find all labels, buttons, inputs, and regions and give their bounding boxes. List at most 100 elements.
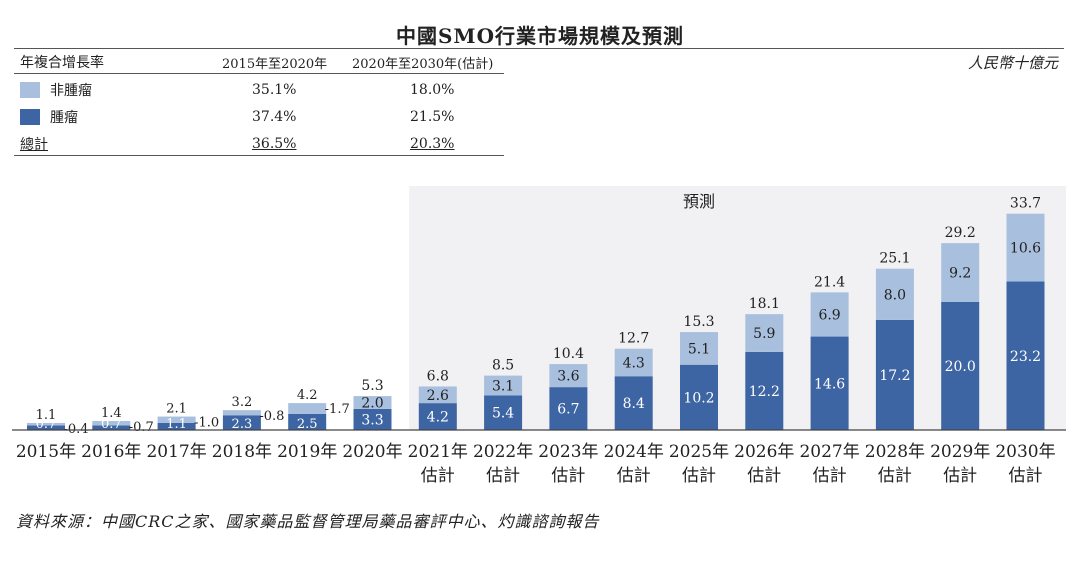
bar-tumor [288,414,327,430]
cagr-row-label-total: 總計 [20,137,48,153]
value-label-total: 3.2 [232,395,253,410]
value-label-total: 6.8 [427,368,449,384]
value-label-non-tumor: 6.9 [818,307,840,323]
cagr-value: 21.5% [410,109,455,125]
bar-tumor [418,403,457,430]
value-label-total: 4.2 [297,388,318,403]
value-label-total: 25.1 [879,251,910,267]
table-rule-top [14,48,1064,49]
value-label-non-tumor: 10.6 [1010,241,1041,257]
value-label-total: 15.3 [683,314,714,330]
value-label-total: 21.4 [814,274,845,290]
bar-non-tumor [157,416,196,423]
value-label-tumor: 23.2 [1010,349,1041,365]
forecast-label: 預測 [683,192,715,211]
bar-non-tumor [27,422,65,426]
bar-non-tumor [92,421,131,426]
x-tick-sublabel: 估計 [1009,466,1043,486]
unit-label: 人民幣十億元 [967,54,1058,72]
value-label-non-tumor: 5.1 [688,341,710,357]
bar-tumor [484,395,523,430]
cagr-value: 35.1% [252,82,297,98]
bar-non-tumor [1006,213,1045,282]
value-label-non-tumor: -0.8 [259,409,284,424]
value-label-non-tumor: 2.0 [361,395,383,411]
value-label-tumor: 12.2 [749,384,780,400]
bar-tumor [810,336,849,430]
value-label-total: 2.1 [166,402,187,417]
x-tick-label: 2016年 [81,442,141,462]
cagr-value: 37.4% [252,109,297,125]
bar-non-tumor [875,268,914,320]
cagr-value: 20.3% [410,136,455,152]
x-tick-sublabel: 估計 [486,466,520,486]
value-label-total: 33.7 [1010,196,1041,212]
value-label-non-tumor: -1.0 [194,416,219,431]
value-label-tumor: 1.1 [166,417,187,432]
value-label-tumor: 20.0 [945,359,976,375]
x-tick-label: 2026年 [734,442,794,462]
x-tick-sublabel: 估計 [943,466,977,486]
value-label-non-tumor: 3.1 [492,379,514,395]
x-tick-label: 2025年 [669,442,729,462]
x-tick-label: 2017年 [146,442,206,462]
bar-non-tumor [288,403,327,414]
x-tick-label: 2019年 [277,442,337,462]
value-label-total: 5.3 [361,378,383,394]
cagr-header-label: 年複合增長率 [20,55,104,71]
value-label-tumor: 0.7 [36,417,57,432]
x-tick-label: 2018年 [212,442,272,462]
legend-swatch-non-tumor [20,82,40,98]
bar-non-tumor [418,386,457,404]
table-rule-header [14,73,504,74]
legend-swatch-tumor [20,109,40,125]
value-label-tumor: 3.3 [361,412,383,428]
value-label-non-tumor: 5.9 [753,326,775,342]
cagr-header-period1: 2015年至2020年 [222,57,328,72]
bar-tumor [353,408,392,430]
value-label-tumor: 8.4 [623,396,645,412]
x-tick-sublabel: 估計 [421,466,455,486]
x-tick-sublabel: 估計 [878,466,912,486]
bar-tumor [875,319,914,430]
bar-tumor [92,425,131,430]
table-rule-bottom [14,155,504,156]
x-tick-label: 2020年 [342,442,402,462]
x-tick-label: 2021年 [408,442,468,462]
value-label-tumor: 6.7 [557,402,579,418]
bar-tumor [549,387,588,430]
value-label-tumor: 4.2 [427,410,449,426]
bar-non-tumor [941,243,980,302]
bar-tumor [941,302,980,430]
value-label-tumor: 5.4 [492,406,514,422]
value-label-non-tumor: 2.6 [427,388,449,404]
value-label-total: 1.4 [101,406,122,421]
value-label-total: 12.7 [618,331,649,347]
value-label-total: 29.2 [945,225,976,241]
bar-non-tumor [680,332,718,365]
bar-non-tumor [549,364,588,388]
x-tick-label: 2028年 [865,442,925,462]
bar-non-tumor [745,314,784,352]
bar-non-tumor [353,396,392,409]
x-tick-sublabel: 估計 [682,466,716,486]
bar-tumor [1006,281,1045,430]
cagr-row-label-non-tumor: 非腫瘤 [50,83,92,99]
value-label-total: 18.1 [749,296,780,312]
cagr-value: 18.0% [410,82,455,98]
x-tick-label: 2024年 [604,442,664,462]
value-label-non-tumor: 4.3 [623,355,645,371]
x-tick-label: 2023年 [538,442,598,462]
bar-tumor [222,415,261,430]
cagr-value: 36.5% [252,136,297,152]
bar-non-tumor [614,348,653,377]
bar-tumor [680,364,718,430]
value-label-total: 10.4 [553,346,584,362]
x-tick-sublabel: 估計 [813,466,847,486]
value-label-tumor: 0.7 [101,417,122,432]
x-tick-sublabel: 估計 [551,466,585,486]
value-label-tumor: 17.2 [879,368,910,384]
cagr-row-label-tumor: 腫瘤 [50,110,78,126]
x-tick-label: 2027年 [799,442,859,462]
